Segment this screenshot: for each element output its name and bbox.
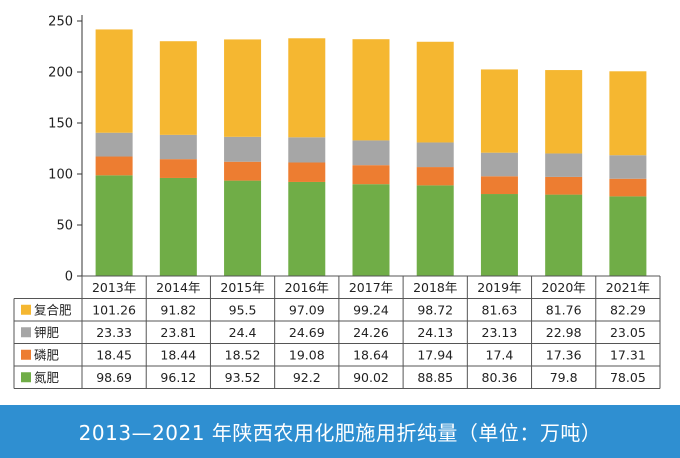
bar-1-2 bbox=[224, 161, 262, 181]
data-label-3-8: 78.05 bbox=[610, 370, 646, 385]
data-label-2-7: 17.36 bbox=[546, 347, 582, 362]
bar-2-2 bbox=[224, 136, 262, 162]
bar-2-0 bbox=[95, 132, 133, 157]
bar-0-0 bbox=[95, 175, 133, 276]
data-label-0-7: 81.76 bbox=[546, 302, 582, 317]
data-label-2-0: 18.45 bbox=[96, 347, 132, 362]
category-label-4: 2017年 bbox=[349, 280, 393, 295]
data-label-0-0: 101.26 bbox=[92, 302, 136, 317]
bar-0-8 bbox=[609, 196, 647, 276]
data-label-1-5: 24.13 bbox=[417, 325, 453, 340]
legend-label-2: 磷肥 bbox=[34, 347, 60, 362]
data-label-3-2: 93.52 bbox=[225, 370, 261, 385]
data-label-1-7: 22.98 bbox=[546, 325, 582, 340]
bar-3-5 bbox=[416, 41, 454, 143]
bar-0-4 bbox=[352, 184, 390, 276]
legend-swatch-3 bbox=[21, 372, 31, 383]
data-label-0-5: 98.72 bbox=[417, 302, 453, 317]
bar-2-4 bbox=[352, 140, 390, 166]
category-label-3: 2016年 bbox=[285, 280, 329, 295]
y-tick-label-2: 100 bbox=[48, 168, 73, 183]
data-label-0-8: 82.29 bbox=[610, 302, 646, 317]
category-label-0: 2013年 bbox=[92, 280, 136, 295]
data-label-3-1: 96.12 bbox=[160, 370, 196, 385]
bar-3-8 bbox=[609, 71, 647, 156]
bar-0-2 bbox=[224, 180, 262, 276]
bar-1-1 bbox=[159, 159, 197, 178]
data-label-3-4: 90.02 bbox=[353, 370, 389, 385]
category-label-1: 2014年 bbox=[156, 280, 200, 295]
y-tick-label-4: 200 bbox=[48, 66, 73, 81]
y-tick-label-1: 50 bbox=[56, 219, 73, 234]
bar-1-3 bbox=[288, 162, 326, 182]
bar-0-3 bbox=[288, 181, 326, 276]
data-label-1-6: 23.13 bbox=[482, 325, 518, 340]
bar-1-6 bbox=[480, 176, 518, 195]
data-label-2-8: 17.31 bbox=[610, 347, 646, 362]
bar-1-7 bbox=[545, 176, 583, 195]
data-label-1-2: 24.4 bbox=[229, 325, 257, 340]
bar-3-4 bbox=[352, 39, 390, 141]
data-label-3-5: 88.85 bbox=[417, 370, 453, 385]
category-label-7: 2020年 bbox=[542, 280, 586, 295]
legend-label-3: 氮肥 bbox=[34, 370, 60, 385]
data-label-3-0: 98.69 bbox=[96, 370, 132, 385]
bar-3-6 bbox=[480, 69, 518, 153]
data-label-2-2: 18.52 bbox=[225, 347, 261, 362]
bar-1-4 bbox=[352, 165, 390, 185]
bar-0-5 bbox=[416, 185, 454, 276]
bar-2-5 bbox=[416, 142, 454, 168]
bar-2-7 bbox=[545, 153, 583, 177]
stacked-bar-chart: 0 50 100 150 200 250 2013年 2014年 2015年 2016年 2017年… bbox=[13, 15, 661, 389]
data-label-0-6: 81.63 bbox=[482, 302, 518, 317]
bar-3-2 bbox=[224, 39, 262, 137]
bar-1-8 bbox=[609, 178, 647, 197]
data-label-0-3: 97.09 bbox=[289, 302, 325, 317]
legend-swatch-0 bbox=[21, 304, 31, 315]
category-label-6: 2019年 bbox=[477, 280, 521, 295]
bar-2-1 bbox=[159, 134, 197, 160]
data-label-3-7: 79.8 bbox=[550, 370, 578, 385]
bar-2-3 bbox=[288, 137, 326, 163]
bar-3-7 bbox=[545, 70, 583, 154]
legend-swatch-1 bbox=[21, 327, 31, 338]
data-label-2-1: 18.44 bbox=[160, 347, 196, 362]
data-label-3-6: 80.36 bbox=[482, 370, 518, 385]
data-label-2-3: 19.08 bbox=[289, 347, 325, 362]
chart-title: 2013—2021 年陕西农用化肥施用折纯量（单位：万吨） bbox=[78, 421, 602, 445]
y-tick-label-5: 250 bbox=[48, 15, 73, 30]
category-label-2: 2015年 bbox=[220, 280, 264, 295]
data-label-2-5: 17.94 bbox=[417, 347, 453, 362]
y-tick-label-0: 0 bbox=[65, 270, 73, 285]
y-tick-label-3: 150 bbox=[48, 117, 73, 132]
data-label-3-3: 92.2 bbox=[293, 370, 321, 385]
bar-3-3 bbox=[288, 38, 326, 138]
category-label-8: 2021年 bbox=[606, 280, 650, 295]
data-label-1-8: 23.05 bbox=[610, 325, 646, 340]
bar-2-6 bbox=[480, 152, 518, 177]
data-label-1-0: 23.33 bbox=[96, 325, 132, 340]
data-label-2-4: 18.64 bbox=[353, 347, 389, 362]
data-label-2-6: 17.4 bbox=[486, 347, 514, 362]
legend-swatch-2 bbox=[21, 349, 31, 360]
bar-3-1 bbox=[159, 41, 197, 135]
bar-2-8 bbox=[609, 155, 647, 179]
legend-label-1: 钾肥 bbox=[34, 325, 60, 340]
bar-0-6 bbox=[480, 194, 518, 276]
data-label-1-4: 24.26 bbox=[353, 325, 389, 340]
bar-1-5 bbox=[416, 167, 454, 186]
bar-0-1 bbox=[159, 177, 197, 276]
caption-bar: 2013—2021 年陕西农用化肥施用折纯量（单位：万吨） bbox=[0, 405, 680, 458]
data-label-0-2: 95.5 bbox=[229, 302, 257, 317]
data-label-0-1: 91.82 bbox=[160, 302, 196, 317]
bar-1-0 bbox=[95, 156, 133, 176]
data-label-1-1: 23.81 bbox=[160, 325, 196, 340]
legend-label-0: 复合肥 bbox=[34, 302, 72, 317]
category-label-5: 2018年 bbox=[413, 280, 457, 295]
bar-3-0 bbox=[95, 29, 133, 133]
data-label-0-4: 99.24 bbox=[353, 302, 389, 317]
bar-0-7 bbox=[545, 194, 583, 276]
data-label-1-3: 24.69 bbox=[289, 325, 325, 340]
